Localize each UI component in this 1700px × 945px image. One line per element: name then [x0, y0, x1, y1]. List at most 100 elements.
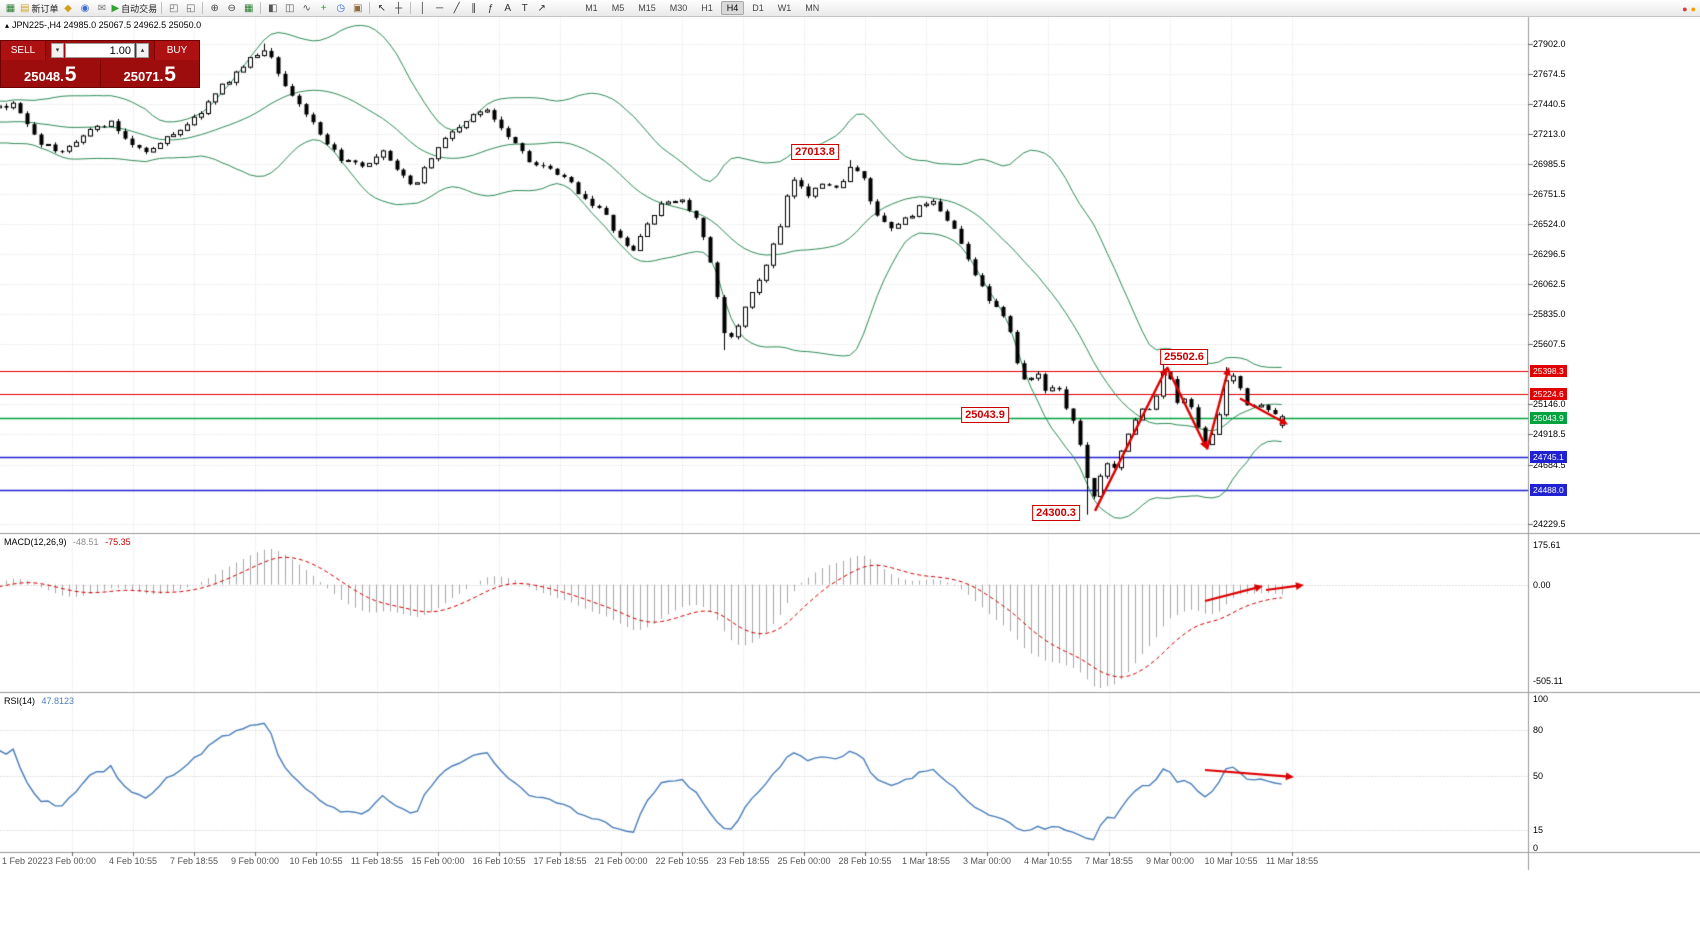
timeframe-h1-button[interactable]: H1	[701, 3, 713, 13]
buy-price-main: 25071.	[123, 69, 164, 84]
grid-icon: ▦	[243, 2, 254, 14]
new-chart-button[interactable]: ▦	[3, 1, 18, 16]
autotrading-button[interactable]: ▶ 自动交易	[111, 1, 157, 16]
label-button[interactable]: T	[517, 1, 532, 16]
rsi-indicator-label: RSI(14) 47.8123	[4, 696, 74, 706]
crosshair-icon: ┼	[395, 2, 403, 14]
candles-mode-icon: ◫	[284, 2, 295, 14]
sell-price[interactable]: 25048. 5	[1, 60, 101, 87]
toolbar-separator	[260, 2, 262, 14]
mail-icon: ✉	[97, 2, 107, 14]
trade-panel-top-row: SELL ▾ ▴ BUY	[1, 41, 199, 60]
crosshair-button[interactable]: ┼	[391, 1, 406, 16]
arrows-button[interactable]: ↗	[534, 1, 549, 16]
rsi-scale-50: 50	[1533, 771, 1544, 781]
volume-increase-button[interactable]: ▴	[136, 43, 149, 58]
timeframe-m5-button[interactable]: M5	[611, 3, 625, 13]
toolbar-right-icons: ● ●	[1682, 2, 1696, 17]
volume-stepper: ▾ ▴	[46, 43, 154, 58]
timeframe-mn-button[interactable]: MN	[805, 3, 820, 13]
timeframe-m30-button[interactable]: M30	[669, 3, 688, 13]
new-order-icon: ▤	[20, 2, 30, 14]
buy-button[interactable]: BUY	[154, 41, 199, 60]
candles-mode-button[interactable]: ◫	[282, 1, 297, 16]
cursor-icon: ↖	[377, 2, 386, 14]
channel-button[interactable]: ∥	[466, 1, 481, 16]
timeframe-w1-button[interactable]: W1	[777, 3, 792, 13]
mql5-market-button[interactable]: ◆	[60, 1, 75, 16]
toolbar-separator	[161, 2, 163, 14]
line-mode-icon: ∿	[302, 2, 311, 14]
fibonacci-button[interactable]: ƒ	[483, 1, 498, 16]
timeframe-m15-button[interactable]: M15	[638, 3, 656, 13]
cascade-windows-icon: ◱	[185, 2, 196, 14]
zoom-out-button[interactable]: ⊖	[224, 1, 239, 16]
trendline-icon: ╱	[453, 2, 460, 14]
sell-button[interactable]: SELL	[1, 41, 46, 60]
buy-price[interactable]: 25071. 5	[101, 60, 200, 87]
macd-scale-min: -505.11	[1533, 676, 1563, 686]
toolbar-separator	[410, 2, 412, 14]
timeframe-m1-button[interactable]: M1	[585, 3, 598, 13]
indicators-button[interactable]: +	[316, 1, 331, 16]
volume-decrease-button[interactable]: ▾	[51, 43, 64, 58]
tile-windows-icon: ◰	[168, 2, 179, 14]
toolbar-separator	[202, 2, 204, 14]
periods-button[interactable]: ◷	[333, 1, 348, 16]
horizontal-line-icon: ─	[436, 2, 444, 14]
timeframe-d1-button[interactable]: D1	[752, 3, 764, 13]
vertical-line-icon: │	[419, 2, 426, 14]
templates-icon: ▣	[352, 2, 363, 14]
grid-button[interactable]: ▦	[241, 1, 256, 16]
text-button[interactable]: A	[500, 1, 515, 16]
panel-collapse-icon[interactable]: ▴	[5, 21, 10, 30]
periods-icon: ◷	[336, 2, 346, 14]
horizontal-line-button[interactable]: ─	[432, 1, 447, 16]
community-icon: ◉	[80, 2, 90, 14]
macd-signal-value: -75.35	[105, 537, 131, 547]
mail-button[interactable]: ✉	[94, 1, 109, 16]
text-icon: A	[504, 2, 512, 14]
symbol-ohlc-text: JPN225-,H4 24985.0 25067.5 24962.5 25050…	[12, 20, 202, 30]
bars-mode-button[interactable]: ◧	[265, 1, 280, 16]
cascade-windows-button[interactable]: ◱	[183, 1, 198, 16]
mql5-market-icon: ◆	[64, 2, 72, 14]
templates-button[interactable]: ▣	[350, 1, 365, 16]
sell-price-pip: 5	[64, 63, 77, 86]
community-button[interactable]: ◉	[77, 1, 92, 16]
cursor-button[interactable]: ↖	[374, 1, 389, 16]
timeframe-group: M1 M5 M15 M30 H1 H4 D1 W1 MN	[578, 1, 826, 15]
new-order-button[interactable]: ▤ 新订单	[20, 1, 58, 16]
zoom-in-button[interactable]: ⊕	[207, 1, 222, 16]
autotrading-label: 自动交易	[121, 3, 158, 14]
notifications-icon[interactable]: ●	[1690, 4, 1696, 14]
rsi-value: 47.8123	[41, 696, 75, 706]
label-icon: T	[521, 2, 528, 14]
macd-indicator-label: MACD(12,26,9) -48.51 -75.35	[4, 537, 131, 547]
rsi-scale-15: 15	[1533, 825, 1544, 835]
rsi-scale-0: 0	[1533, 843, 1539, 853]
symbol-header: ▴ JPN225-,H4 24985.0 25067.5 24962.5 2505…	[5, 20, 201, 30]
macd-value: -48.51	[73, 537, 99, 547]
alerts-icon[interactable]: ●	[1682, 4, 1688, 14]
bars-mode-icon: ◧	[267, 2, 278, 14]
fibonacci-icon: ƒ	[487, 2, 494, 14]
trendline-button[interactable]: ╱	[449, 1, 464, 16]
line-mode-button[interactable]: ∿	[299, 1, 314, 16]
tile-windows-button[interactable]: ◰	[166, 1, 181, 16]
new-order-label: 新订单	[31, 3, 59, 14]
timeframe-h4-button[interactable]: H4	[720, 1, 745, 15]
rsi-name: RSI(14)	[4, 696, 36, 706]
autotrading-icon: ▶	[111, 2, 120, 14]
arrows-icon: ↗	[537, 2, 546, 14]
vertical-line-button[interactable]: │	[415, 1, 430, 16]
buy-price-pip: 5	[164, 63, 176, 86]
sell-price-main: 25048.	[24, 69, 64, 84]
indicators-icon: +	[320, 2, 327, 14]
volume-input[interactable]	[65, 43, 135, 58]
macd-scale-max: 175.61	[1533, 540, 1561, 550]
rsi-scale-80: 80	[1533, 725, 1544, 735]
zoom-in-icon: ⊕	[210, 2, 219, 14]
